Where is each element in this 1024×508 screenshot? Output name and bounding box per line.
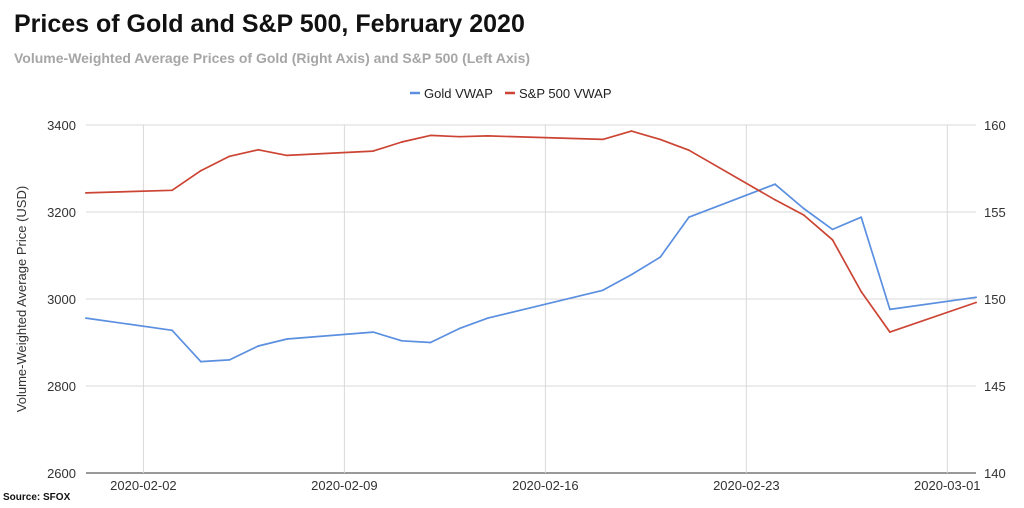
data-point-gold — [257, 345, 260, 347]
data-point-sp500 — [601, 138, 604, 141]
y-axis-title: Volume-Weighted Average Price (USD) — [14, 186, 29, 412]
x-tick-label: 2020-03-01 — [914, 478, 981, 493]
data-point-sp500 — [199, 169, 202, 172]
series-line-sp500 — [85, 130, 977, 333]
data-point-sp500 — [429, 134, 432, 137]
chart-title: Prices of Gold and S&P 500, February 202… — [14, 10, 525, 38]
data-point-sp500 — [400, 141, 403, 143]
data-point-gold — [688, 216, 690, 219]
data-point-gold — [860, 216, 863, 219]
data-point-gold — [774, 183, 776, 186]
legend-label: Gold VWAP — [424, 86, 493, 101]
y-right-tick-label: 160 — [984, 118, 1006, 133]
data-point-gold — [85, 317, 87, 319]
y-left-tick-label: 2800 — [47, 379, 76, 394]
y-right-tick-label: 150 — [984, 292, 1006, 307]
data-point-gold — [286, 338, 288, 340]
data-point-gold — [889, 308, 891, 311]
data-point-sp500 — [171, 189, 174, 192]
x-tick-label: 2020-02-02 — [110, 478, 177, 493]
data-point-gold — [802, 207, 805, 210]
x-tick-label: 2020-02-23 — [713, 478, 780, 493]
data-point-gold — [400, 339, 403, 342]
data-point-sp500 — [286, 154, 288, 157]
data-point-gold — [199, 360, 202, 363]
chart-legend: Gold VWAP S&P 500 VWAP — [410, 86, 612, 101]
data-point-gold — [659, 256, 662, 259]
data-point-sp500 — [802, 214, 805, 216]
gridlines — [86, 124, 976, 474]
data-point-sp500 — [975, 301, 977, 304]
data-point-sp500 — [774, 198, 776, 201]
data-point-gold — [458, 327, 461, 330]
axis-labels: 2600 2800 3000 3200 3400 140 145 150 155 160 2020-… — [14, 118, 1006, 493]
y-right-tick-label: 155 — [984, 205, 1006, 220]
data-point-gold — [372, 331, 374, 333]
data-point-sp500 — [85, 192, 87, 194]
data-point-gold — [601, 289, 604, 292]
series-line-gold — [85, 183, 977, 363]
y-right-tick-label: 140 — [984, 466, 1006, 481]
y-left-tick-label: 3200 — [47, 205, 76, 220]
x-tick-label: 2020-02-16 — [512, 478, 579, 493]
series-lines — [85, 130, 977, 363]
y-right-tick-label: 145 — [984, 379, 1006, 394]
source-note: Source: SFOX — [3, 492, 71, 503]
y-left-tick-label: 3400 — [47, 118, 76, 133]
data-point-sp500 — [659, 138, 662, 141]
x-tick-label: 2020-02-09 — [311, 478, 378, 493]
data-point-sp500 — [831, 238, 834, 241]
data-point-sp500 — [257, 148, 260, 151]
data-point-sp500 — [688, 149, 690, 152]
data-point-gold — [228, 359, 231, 361]
data-point-gold — [429, 341, 432, 344]
data-point-gold — [831, 228, 834, 231]
data-point-gold — [171, 329, 174, 332]
data-point-sp500 — [630, 130, 633, 133]
chart-subtitle: Volume-Weighted Average Prices of Gold (… — [14, 50, 531, 66]
data-point-sp500 — [487, 135, 489, 137]
legend-label: S&P 500 VWAP — [519, 86, 612, 101]
y-left-tick-label: 2600 — [47, 466, 76, 481]
data-point-gold — [487, 317, 489, 319]
y-left-tick-label: 3000 — [47, 292, 76, 307]
data-point-gold — [630, 273, 633, 276]
data-point-sp500 — [228, 155, 231, 158]
data-point-sp500 — [860, 290, 863, 293]
data-point-gold — [975, 296, 977, 299]
data-point-sp500 — [372, 150, 374, 153]
data-point-sp500 — [458, 135, 461, 138]
data-point-sp500 — [889, 331, 891, 333]
